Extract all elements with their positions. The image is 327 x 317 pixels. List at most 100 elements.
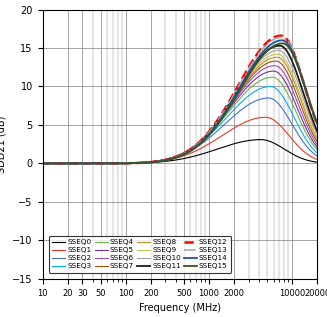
SSEQ5 (272, 69, 276, 73)
SSEQ1 (89, 162, 93, 165)
SSEQ7 (202, 136, 206, 139)
SSEQ9 (276, 52, 280, 56)
SSEQ2 (165, 158, 169, 161)
SSEQ13 (247, 66, 251, 70)
Line: SSEQ10: SSEQ10 (43, 50, 317, 164)
SSEQ5 (111, 161, 115, 165)
Y-axis label: SDD21 (dB): SDD21 (dB) (0, 116, 7, 173)
SSEQ12 (224, 105, 228, 109)
SSEQ10 (202, 136, 206, 139)
SSEQ7 (89, 162, 93, 165)
SSEQ15 (315, 121, 319, 125)
SSEQ5 (315, 146, 319, 149)
SSEQ8 (275, 55, 279, 59)
SSEQ0 (111, 161, 115, 165)
SSEQ13 (224, 107, 228, 110)
SSEQ7 (224, 109, 228, 113)
SSEQ4 (202, 137, 206, 140)
SSEQ12 (315, 123, 319, 126)
SSEQ4 (89, 162, 93, 165)
SSEQ2 (267, 96, 270, 100)
SSEQ5 (89, 162, 93, 165)
SSEQ6 (202, 136, 206, 139)
SSEQ8 (202, 136, 206, 139)
Line: SSEQ5: SSEQ5 (43, 71, 317, 164)
Line: SSEQ3: SSEQ3 (43, 87, 317, 164)
SSEQ15 (202, 138, 206, 142)
SSEQ14 (280, 38, 284, 42)
SSEQ13 (41, 162, 44, 165)
SSEQ0 (41, 162, 44, 165)
SSEQ15 (224, 111, 228, 114)
SSEQ7 (41, 162, 44, 165)
Line: SSEQ13: SSEQ13 (43, 37, 317, 164)
SSEQ12 (111, 162, 115, 165)
SSEQ1 (264, 115, 267, 119)
SSEQ13 (89, 162, 93, 165)
SSEQ6 (41, 162, 44, 165)
SSEQ8 (89, 162, 93, 165)
SSEQ6 (111, 161, 115, 165)
SSEQ14 (202, 137, 206, 141)
Line: SSEQ6: SSEQ6 (43, 66, 317, 164)
SSEQ9 (111, 161, 115, 165)
SSEQ9 (315, 136, 319, 139)
SSEQ15 (41, 162, 44, 165)
SSEQ13 (202, 136, 206, 140)
Line: SSEQ12: SSEQ12 (43, 36, 317, 164)
SSEQ15 (281, 42, 285, 45)
Line: SSEQ7: SSEQ7 (43, 61, 317, 164)
SSEQ11 (278, 44, 282, 48)
SSEQ0 (89, 162, 93, 165)
SSEQ0 (224, 144, 228, 148)
SSEQ8 (111, 161, 115, 165)
Line: SSEQ11: SSEQ11 (43, 46, 317, 164)
SSEQ11 (202, 136, 206, 139)
SSEQ9 (89, 162, 93, 165)
SSEQ2 (41, 162, 44, 165)
SSEQ5 (224, 111, 228, 115)
SSEQ11 (315, 129, 319, 133)
SSEQ6 (224, 110, 228, 114)
SSEQ13 (280, 35, 284, 39)
SSEQ4 (270, 75, 274, 79)
SSEQ0 (315, 160, 319, 164)
SSEQ11 (247, 70, 251, 74)
SSEQ6 (89, 162, 93, 165)
SSEQ1 (315, 158, 319, 161)
SSEQ5 (202, 136, 206, 140)
SSEQ4 (165, 157, 169, 161)
SSEQ11 (41, 162, 44, 165)
SSEQ11 (89, 162, 93, 165)
SSEQ3 (224, 116, 228, 120)
SSEQ11 (165, 158, 169, 161)
SSEQ10 (111, 161, 115, 165)
Line: SSEQ2: SSEQ2 (43, 98, 317, 164)
SSEQ1 (165, 158, 169, 162)
SSEQ15 (89, 162, 93, 165)
SSEQ3 (315, 151, 319, 155)
SSEQ7 (315, 140, 319, 144)
SSEQ8 (247, 75, 251, 79)
SSEQ4 (111, 161, 115, 165)
SSEQ12 (89, 162, 93, 165)
SSEQ10 (315, 133, 319, 136)
Line: SSEQ14: SSEQ14 (43, 40, 317, 164)
SSEQ3 (41, 162, 44, 165)
SSEQ2 (315, 154, 319, 158)
SSEQ7 (165, 157, 169, 161)
SSEQ14 (41, 162, 44, 165)
SSEQ13 (315, 122, 319, 126)
SSEQ15 (165, 158, 169, 162)
SSEQ7 (247, 77, 251, 81)
Line: SSEQ8: SSEQ8 (43, 57, 317, 164)
SSEQ1 (224, 131, 228, 135)
SSEQ10 (165, 158, 169, 161)
SSEQ13 (111, 162, 115, 165)
SSEQ2 (89, 162, 93, 165)
SSEQ12 (202, 135, 206, 139)
SSEQ3 (268, 85, 272, 88)
SSEQ8 (165, 158, 169, 161)
SSEQ6 (315, 143, 319, 146)
SSEQ11 (224, 107, 228, 111)
